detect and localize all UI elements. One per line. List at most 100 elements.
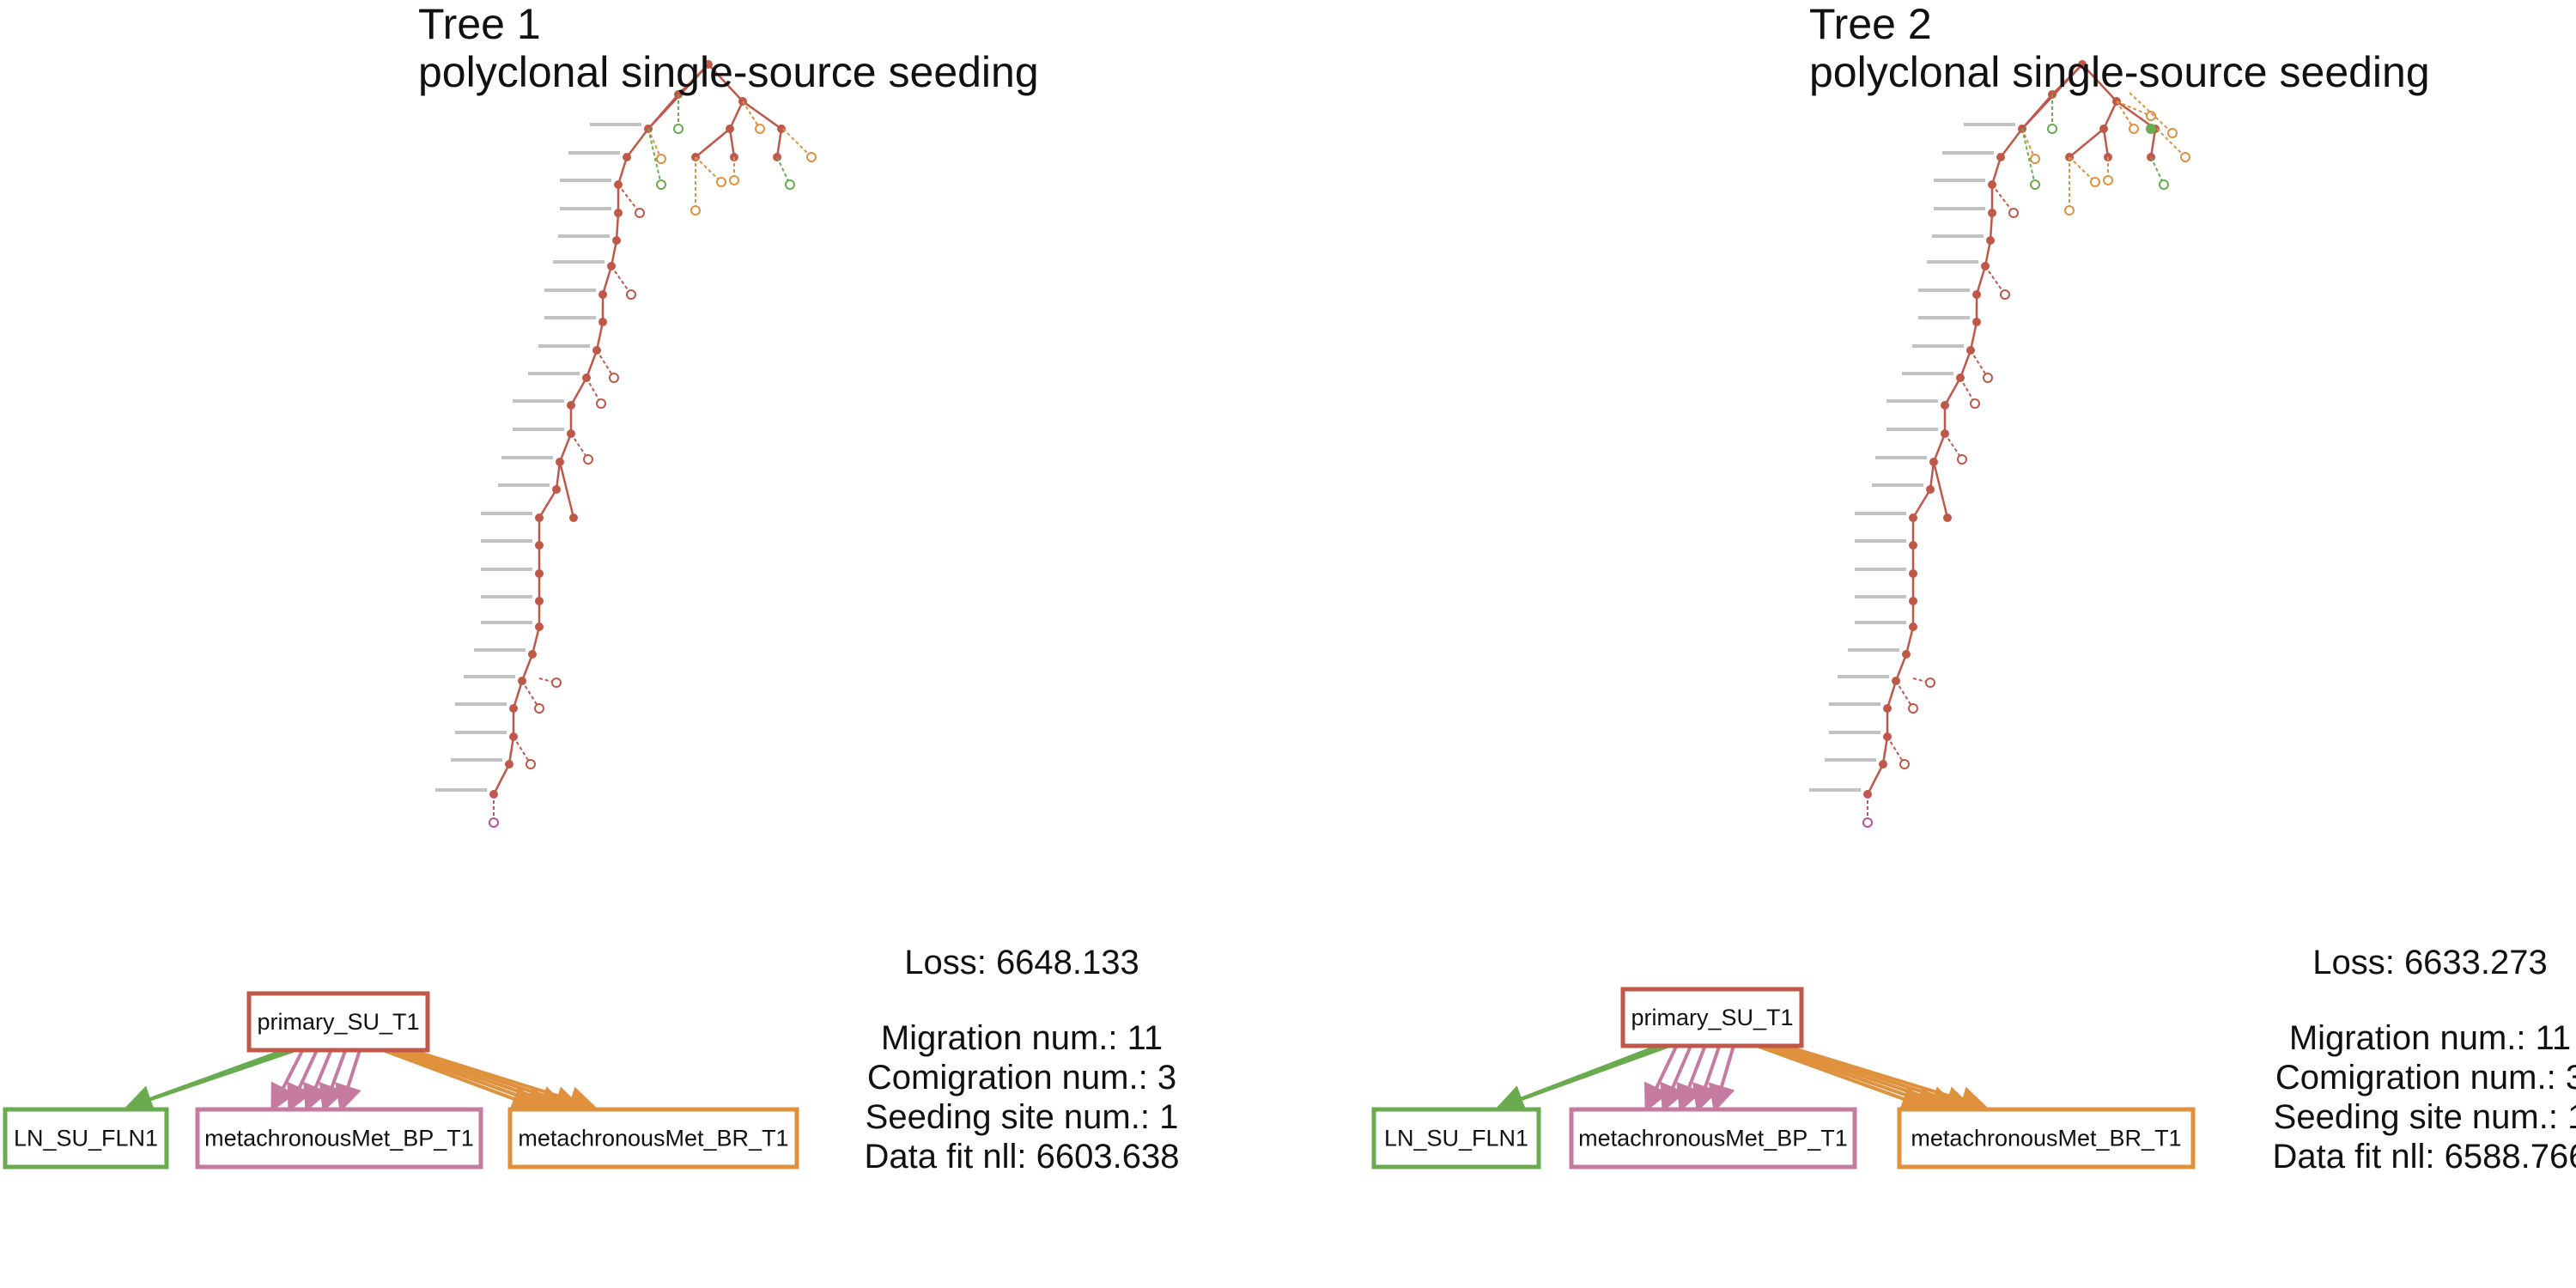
tree-leaf <box>806 152 817 162</box>
tree-leaf-edge <box>617 184 641 214</box>
clone-tree-1 <box>435 60 817 828</box>
tree-edge <box>1943 377 1962 406</box>
mutation-label <box>481 621 532 624</box>
migration-edge <box>1756 1044 1929 1112</box>
mutation-label <box>1964 123 2015 126</box>
loss-value: Loss: 6648.133 <box>904 944 1139 981</box>
tree-edge <box>1881 736 1889 765</box>
comigration-num: Comigration num.: 3 <box>2275 1059 2576 1097</box>
target-node: metachronousMet_BP_T1 <box>195 1107 483 1170</box>
tree-node <box>777 125 786 133</box>
comigration-num: Comigration num.: 3 <box>866 1059 1177 1097</box>
tree-leaf <box>635 208 645 218</box>
tree-node <box>569 513 578 522</box>
loss-value: Loss: 6633.273 <box>2312 944 2548 981</box>
target-label: metachronousMet_BR_T1 <box>1911 1126 2181 1151</box>
tree-edge <box>512 680 524 709</box>
tree-edge <box>569 377 588 406</box>
target-label: LN_SU_FLN1 <box>1384 1126 1528 1151</box>
mutation-label <box>538 344 590 348</box>
tree-edge <box>492 763 511 795</box>
tree-leaf-edge <box>2021 128 2036 160</box>
tree-edge <box>1959 349 1972 379</box>
tree-edge <box>531 626 541 655</box>
tree-edge <box>1932 433 1947 463</box>
seeding-site-num: Seeding site num.: 1 <box>865 1098 1179 1136</box>
tree-leaf <box>626 289 636 300</box>
tree-node <box>535 597 544 605</box>
tree-node <box>1883 704 1892 713</box>
migration-graph-2: primary_SU_T1 LN_SU_FLN1 metachronousMet_B… <box>1371 987 2196 1170</box>
tree-leaf <box>1899 759 1910 769</box>
mutation-label <box>1855 512 1906 515</box>
tree-edge <box>2051 64 2083 95</box>
tree-leaf-edge <box>647 128 662 160</box>
tree-node <box>1996 153 2005 161</box>
tree-edge <box>647 94 679 130</box>
stats-block: Loss: 6633.273 Migration num.: 11 Comigr… <box>2267 943 2576 1176</box>
tree-node <box>598 318 607 326</box>
tree-leaf-edge <box>1886 736 1905 765</box>
tree-leaf-edge <box>2069 156 2096 183</box>
mutation-label <box>501 456 553 459</box>
tree-leaf <box>2047 124 2057 134</box>
tree-leaf <box>2167 128 2178 138</box>
mutation-label <box>1829 731 1880 734</box>
mutation-label <box>1855 595 1906 598</box>
graph-group: primary_SU_T1 LN_SU_FLN1 metachronousMet_B… <box>3 991 799 1170</box>
migration-edge <box>1777 1044 1974 1113</box>
mutation-label <box>513 399 564 403</box>
primary-label: primary_SU_T1 <box>257 1009 419 1035</box>
tree-leaf <box>690 205 701 216</box>
tree-spine <box>1809 60 2190 828</box>
tree-leaf <box>1908 703 1918 714</box>
tree-node <box>567 401 575 410</box>
tree-leaf <box>2146 111 2156 121</box>
tree-leaf <box>1983 373 1993 383</box>
tree-leaf <box>1862 817 1873 828</box>
mutation-label <box>590 123 641 126</box>
tree-edge <box>2102 100 2118 130</box>
tree-edge <box>2069 128 2105 158</box>
migration-edge <box>1660 1045 1692 1113</box>
target-node: metachronousMet_BR_T1 <box>1897 1107 2196 1170</box>
mutation-label <box>560 207 611 210</box>
node-box <box>3 1107 169 1170</box>
mutation-label <box>474 648 526 652</box>
tree-node <box>726 125 734 133</box>
tree-leaf <box>673 124 683 134</box>
migration-num: Migration num.: 11 <box>2288 1019 2572 1057</box>
tree-edge <box>617 156 629 185</box>
migration-edge <box>1763 1044 1945 1113</box>
tree-node <box>535 541 544 550</box>
mutation-label <box>481 568 532 571</box>
clone-tree-2 <box>1809 60 2190 828</box>
migration-edge <box>125 1048 296 1113</box>
tree-panel-2: Tree 2 polyclonal single-source seeding … <box>1371 0 2576 1288</box>
migration-edge <box>287 1049 319 1113</box>
panel-title: Tree 2 polyclonal single-source seeding <box>1809 0 2430 96</box>
tree-edge <box>558 461 575 519</box>
mutation-label <box>1848 648 1899 652</box>
migration-edge <box>1771 1044 1959 1113</box>
mutation-label <box>1872 483 1923 487</box>
mutation-label <box>558 234 610 238</box>
migration-edge <box>303 1049 333 1113</box>
tree-node <box>1909 597 1917 605</box>
target-node: metachronousMet_BR_T1 <box>507 1107 799 1170</box>
tree-node <box>1972 318 1981 326</box>
migration-edge <box>270 1049 305 1113</box>
tree-leaf <box>2000 289 2010 300</box>
tree-title: Tree 2 <box>1809 0 1932 48</box>
migration-graph-1: primary_SU_T1 LN_SU_FLN1 metachronousMet_B… <box>3 991 799 1170</box>
mutation-label <box>481 512 532 515</box>
mutation-label <box>1855 568 1906 571</box>
target-label: metachronousMet_BR_T1 <box>518 1126 788 1151</box>
mutation-label <box>1875 456 1927 459</box>
tree-leaf <box>2030 154 2040 164</box>
tree-edge <box>728 100 744 130</box>
tree-title: Tree 1 <box>418 0 541 48</box>
tree-leaf <box>656 154 666 164</box>
mutation-label <box>481 539 532 543</box>
tree-node <box>1902 650 1911 659</box>
